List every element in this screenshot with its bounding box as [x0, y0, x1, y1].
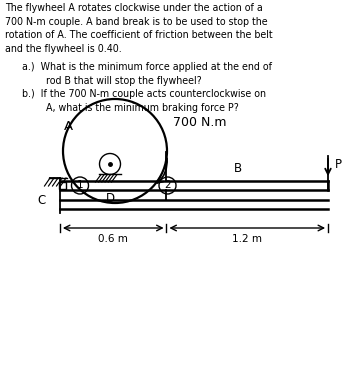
Text: 700 N.m: 700 N.m [173, 117, 226, 129]
Text: 1: 1 [77, 181, 83, 191]
Text: P: P [335, 158, 342, 171]
Text: D: D [105, 193, 114, 205]
Text: a.)  What is the minimum force applied at the end of
        rod B that will sto: a.) What is the minimum force applied at… [22, 62, 272, 113]
Text: B: B [234, 162, 242, 175]
Text: 2: 2 [164, 181, 171, 191]
Text: 1.2 m: 1.2 m [232, 234, 262, 244]
Text: 0.6 m: 0.6 m [98, 234, 128, 244]
Bar [60, 182, 66, 189]
Text: The flywheel A rotates clockwise under the action of a
700 N-m couple. A band br: The flywheel A rotates clockwise under t… [5, 3, 273, 54]
Text: A: A [64, 120, 73, 134]
Text: C: C [38, 194, 46, 207]
